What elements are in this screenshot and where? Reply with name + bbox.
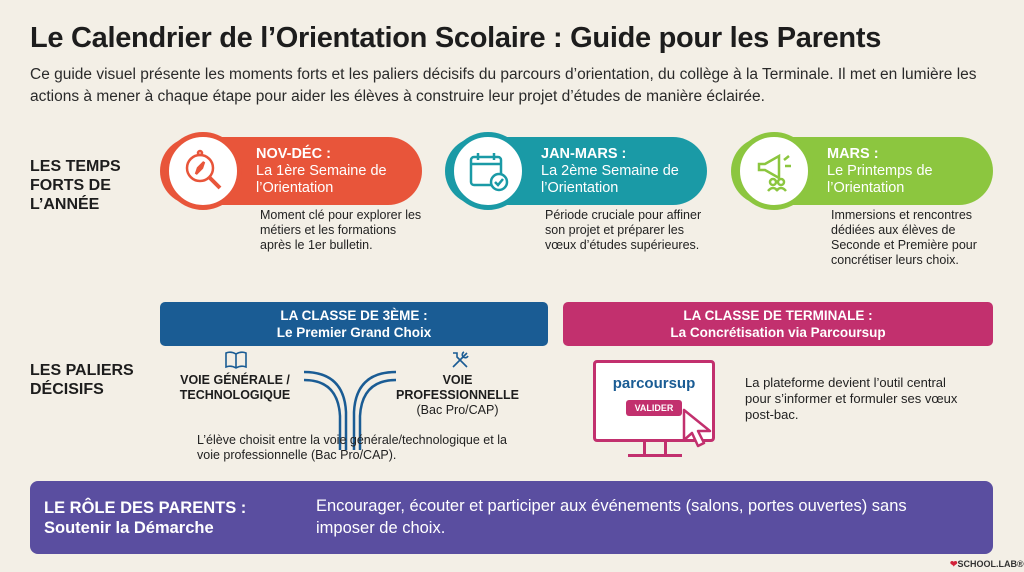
- intro-text: Ce guide visuel présente les moments for…: [30, 66, 977, 105]
- parents-text: Encourager, écouter et participer aux év…: [316, 497, 907, 537]
- event-desc: Immersions et rencontres dédiées aux élè…: [831, 208, 977, 267]
- event-title: La 1ère Semaine de l’Orientation: [256, 162, 387, 196]
- parents-subtitle: Soutenir la Démarche: [44, 519, 214, 537]
- terminale-desc: La plateforme devient l’outil central po…: [745, 375, 958, 422]
- monitor-stand: [643, 442, 667, 454]
- voie-generale-label: VOIE GÉNÉRALE / TECHNOLOGIQUE: [179, 373, 291, 402]
- compass-magnifier-icon: [164, 132, 242, 210]
- valider-button[interactable]: VALIDER: [626, 400, 682, 416]
- event-desc: Période cruciale pour affiner son projet…: [545, 208, 702, 252]
- tools-icon: [452, 351, 469, 368]
- troisieme-heading: LA CLASSE DE 3ÈME :: [280, 308, 428, 323]
- brand-logo: ❤SCHOOL.LAB®: [950, 559, 1024, 569]
- event-period: NOV-DÉC :: [256, 145, 331, 162]
- terminale-subheading: La Concrétisation via Parcoursup: [670, 325, 886, 340]
- terminale-heading: LA CLASSE DE TERMINALE :: [683, 308, 873, 323]
- calendar-check-icon: [449, 132, 527, 210]
- event-card-nov-dec: NOV-DÉC : La 1ère Semaine de l’Orientati…: [160, 132, 422, 253]
- event-desc: Moment clé pour explorer les métiers et …: [260, 208, 422, 252]
- parents-title: LE RÔLE DES PARENTS :: [44, 499, 247, 517]
- voie-pro-label: VOIE PROFESSIONNELLE: [396, 373, 519, 402]
- event-period: MARS :: [827, 145, 879, 162]
- heart-icon: ❤: [950, 559, 958, 569]
- parcoursup-logo: parcoursup: [612, 375, 696, 392]
- event-card-mars: MARS : Le Printemps de l’Orientation Imm…: [731, 132, 993, 268]
- book-icon: [225, 351, 247, 369]
- megaphone-people-icon: [735, 132, 813, 210]
- page-title: Le Calendrier de l’Orientation Scolaire …: [30, 22, 882, 54]
- event-title: La 2ème Semaine de l’Orientation: [541, 162, 679, 196]
- cursor-icon: [682, 408, 712, 448]
- terminale-header: LA CLASSE DE TERMINALE : La Concrétisati…: [563, 302, 993, 346]
- section-label-paliers: LES PALIERS DÉCISIFS: [30, 362, 134, 398]
- troisieme-desc: L’élève choisit entre la voie générale/t…: [197, 433, 507, 462]
- troisieme-subheading: Le Premier Grand Choix: [276, 325, 432, 340]
- section-label-temps-forts: LES TEMPS FORTS DE L’ANNÉE: [30, 158, 121, 213]
- parents-role-banner: LE RÔLE DES PARENTS : Soutenir la Démarc…: [30, 481, 993, 554]
- monitor-base: [628, 454, 682, 457]
- event-period: JAN-MARS :: [541, 145, 627, 162]
- event-card-jan-mars: JAN-MARS : La 2ème Semaine de l’Orientat…: [445, 132, 707, 253]
- branching-paths-diagram: [303, 370, 397, 450]
- voie-pro-detail: (Bac Pro/CAP): [416, 403, 499, 417]
- troisieme-header: LA CLASSE DE 3ÈME : Le Premier Grand Cho…: [160, 302, 548, 346]
- event-title: Le Printemps de l’Orientation: [827, 162, 933, 196]
